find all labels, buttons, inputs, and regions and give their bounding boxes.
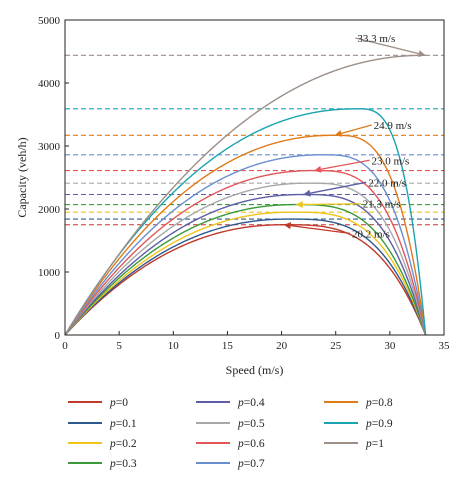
x-tick-label: 30	[384, 340, 396, 352]
y-tick-label: 1000	[38, 267, 61, 279]
x-axis-title: Speed (m/s)	[226, 363, 284, 377]
curve-0-8	[64, 134, 427, 336]
curve-0-6	[64, 169, 427, 336]
y-axis-ticks: 0 1000 2000 3000 4000 5000	[38, 15, 69, 342]
legend: p=0 p=0.1 p=0.2 p=0.3 p=0.4 p=0.5 p=0.6 p=0.7 p=…	[68, 397, 393, 470]
annotation-arrowhead-22-0-m-s	[303, 189, 311, 197]
y-tick-label: 0	[55, 330, 61, 342]
legend-label: p=0.3	[109, 458, 137, 470]
curve-0-2	[64, 211, 427, 336]
annotation-label-33-3-m-s: 33.3 m/s	[357, 33, 395, 45]
annotation-arrow-24-9-m-s	[341, 124, 372, 135]
x-tick-label: 25	[330, 340, 342, 352]
capacity-curves	[64, 54, 427, 336]
annotation-label-20-2-m-s: 20.2 m/s	[352, 228, 390, 240]
legend-label: p=0.9	[365, 418, 393, 430]
legend-item-0-6: p=0.6	[196, 438, 265, 450]
curve-0-7	[64, 154, 427, 336]
x-tick-label: 5	[116, 340, 122, 352]
legend-label: p=0	[109, 397, 128, 409]
legend-item-0-9: p=0.9	[324, 418, 393, 430]
x-tick-label: 10	[168, 340, 180, 352]
peak-annotations: 20.2 m/s 21.3 m/s 22.0 m/s 23.0 m/s 24.9 m/s…	[283, 33, 426, 240]
y-tick-label: 2000	[38, 204, 61, 216]
legend-label: p=0.8	[365, 397, 393, 409]
curve-0-1	[64, 218, 427, 336]
legend-label: p=0.5	[237, 418, 265, 430]
annotation-arrowhead-24-9-m-s	[334, 130, 343, 137]
curve-0	[64, 224, 427, 336]
axes: 0 5 10 15 20 25 30 35 0 1000 2000 3000 4000 5000 Spe…	[15, 15, 450, 377]
legend-label: p=0.6	[237, 438, 265, 450]
legend-item-0-1: p=0.1	[68, 418, 137, 430]
annotation-label-23-0-m-s: 23.0 m/s	[371, 155, 409, 167]
legend-item-0-3: p=0.3	[68, 458, 137, 470]
legend-item-0: p=0	[68, 397, 128, 409]
curve-0-3	[64, 203, 427, 336]
curve-0-4	[64, 193, 427, 336]
legend-item-0-5: p=0.5	[196, 418, 265, 430]
x-tick-label: 35	[439, 340, 451, 352]
annotation-arrow-33-3-m-s	[355, 37, 419, 55]
y-tick-label: 5000	[38, 15, 61, 27]
legend-label: p=1	[365, 438, 384, 450]
plot-frame	[64, 19, 445, 336]
legend-label: p=0.1	[109, 418, 137, 430]
y-tick-label: 3000	[38, 141, 61, 153]
annotation-label-24-9-m-s: 24.9 m/s	[374, 120, 412, 132]
curve-0-5	[64, 182, 427, 336]
annotation-arrow-21-3-m-s	[302, 203, 361, 206]
annotation-label-21-3-m-s: 21.3 m/s	[363, 199, 401, 211]
legend-item-0-4: p=0.4	[196, 397, 265, 409]
legend-item-0-8: p=0.8	[324, 397, 393, 409]
x-tick-label: 15	[222, 340, 234, 352]
annotation-arrow-20-2-m-s	[290, 225, 351, 234]
annotation-arrowhead-21-3-m-s	[295, 200, 303, 208]
annotation-arrowhead-20-2-m-s	[283, 222, 292, 230]
legend-label: p=0.2	[109, 438, 137, 450]
legend-item-0-2: p=0.2	[68, 438, 137, 450]
curve-1	[64, 54, 426, 336]
x-tick-label: 20	[276, 340, 288, 352]
annotation-arrow-23-0-m-s	[320, 159, 370, 170]
x-axis-ticks: 0 5 10 15 20 25 30 35	[62, 331, 450, 352]
annotation-arrowhead-33-3-m-s	[417, 50, 426, 58]
annotation-arrow-22-0-m-s	[309, 181, 367, 194]
annotation-arrowhead-23-0-m-s	[314, 165, 322, 173]
legend-item-0-7: p=0.7	[196, 458, 265, 470]
x-tick-label: 0	[62, 340, 68, 352]
annotation-label-22-0-m-s: 22.0 m/s	[368, 177, 406, 189]
legend-label: p=0.4	[237, 397, 265, 409]
y-axis-title: Capacity (veh/h)	[15, 137, 29, 217]
legend-item-1: p=1	[324, 438, 384, 450]
legend-label: p=0.7	[237, 458, 265, 470]
y-tick-label: 4000	[38, 78, 61, 90]
